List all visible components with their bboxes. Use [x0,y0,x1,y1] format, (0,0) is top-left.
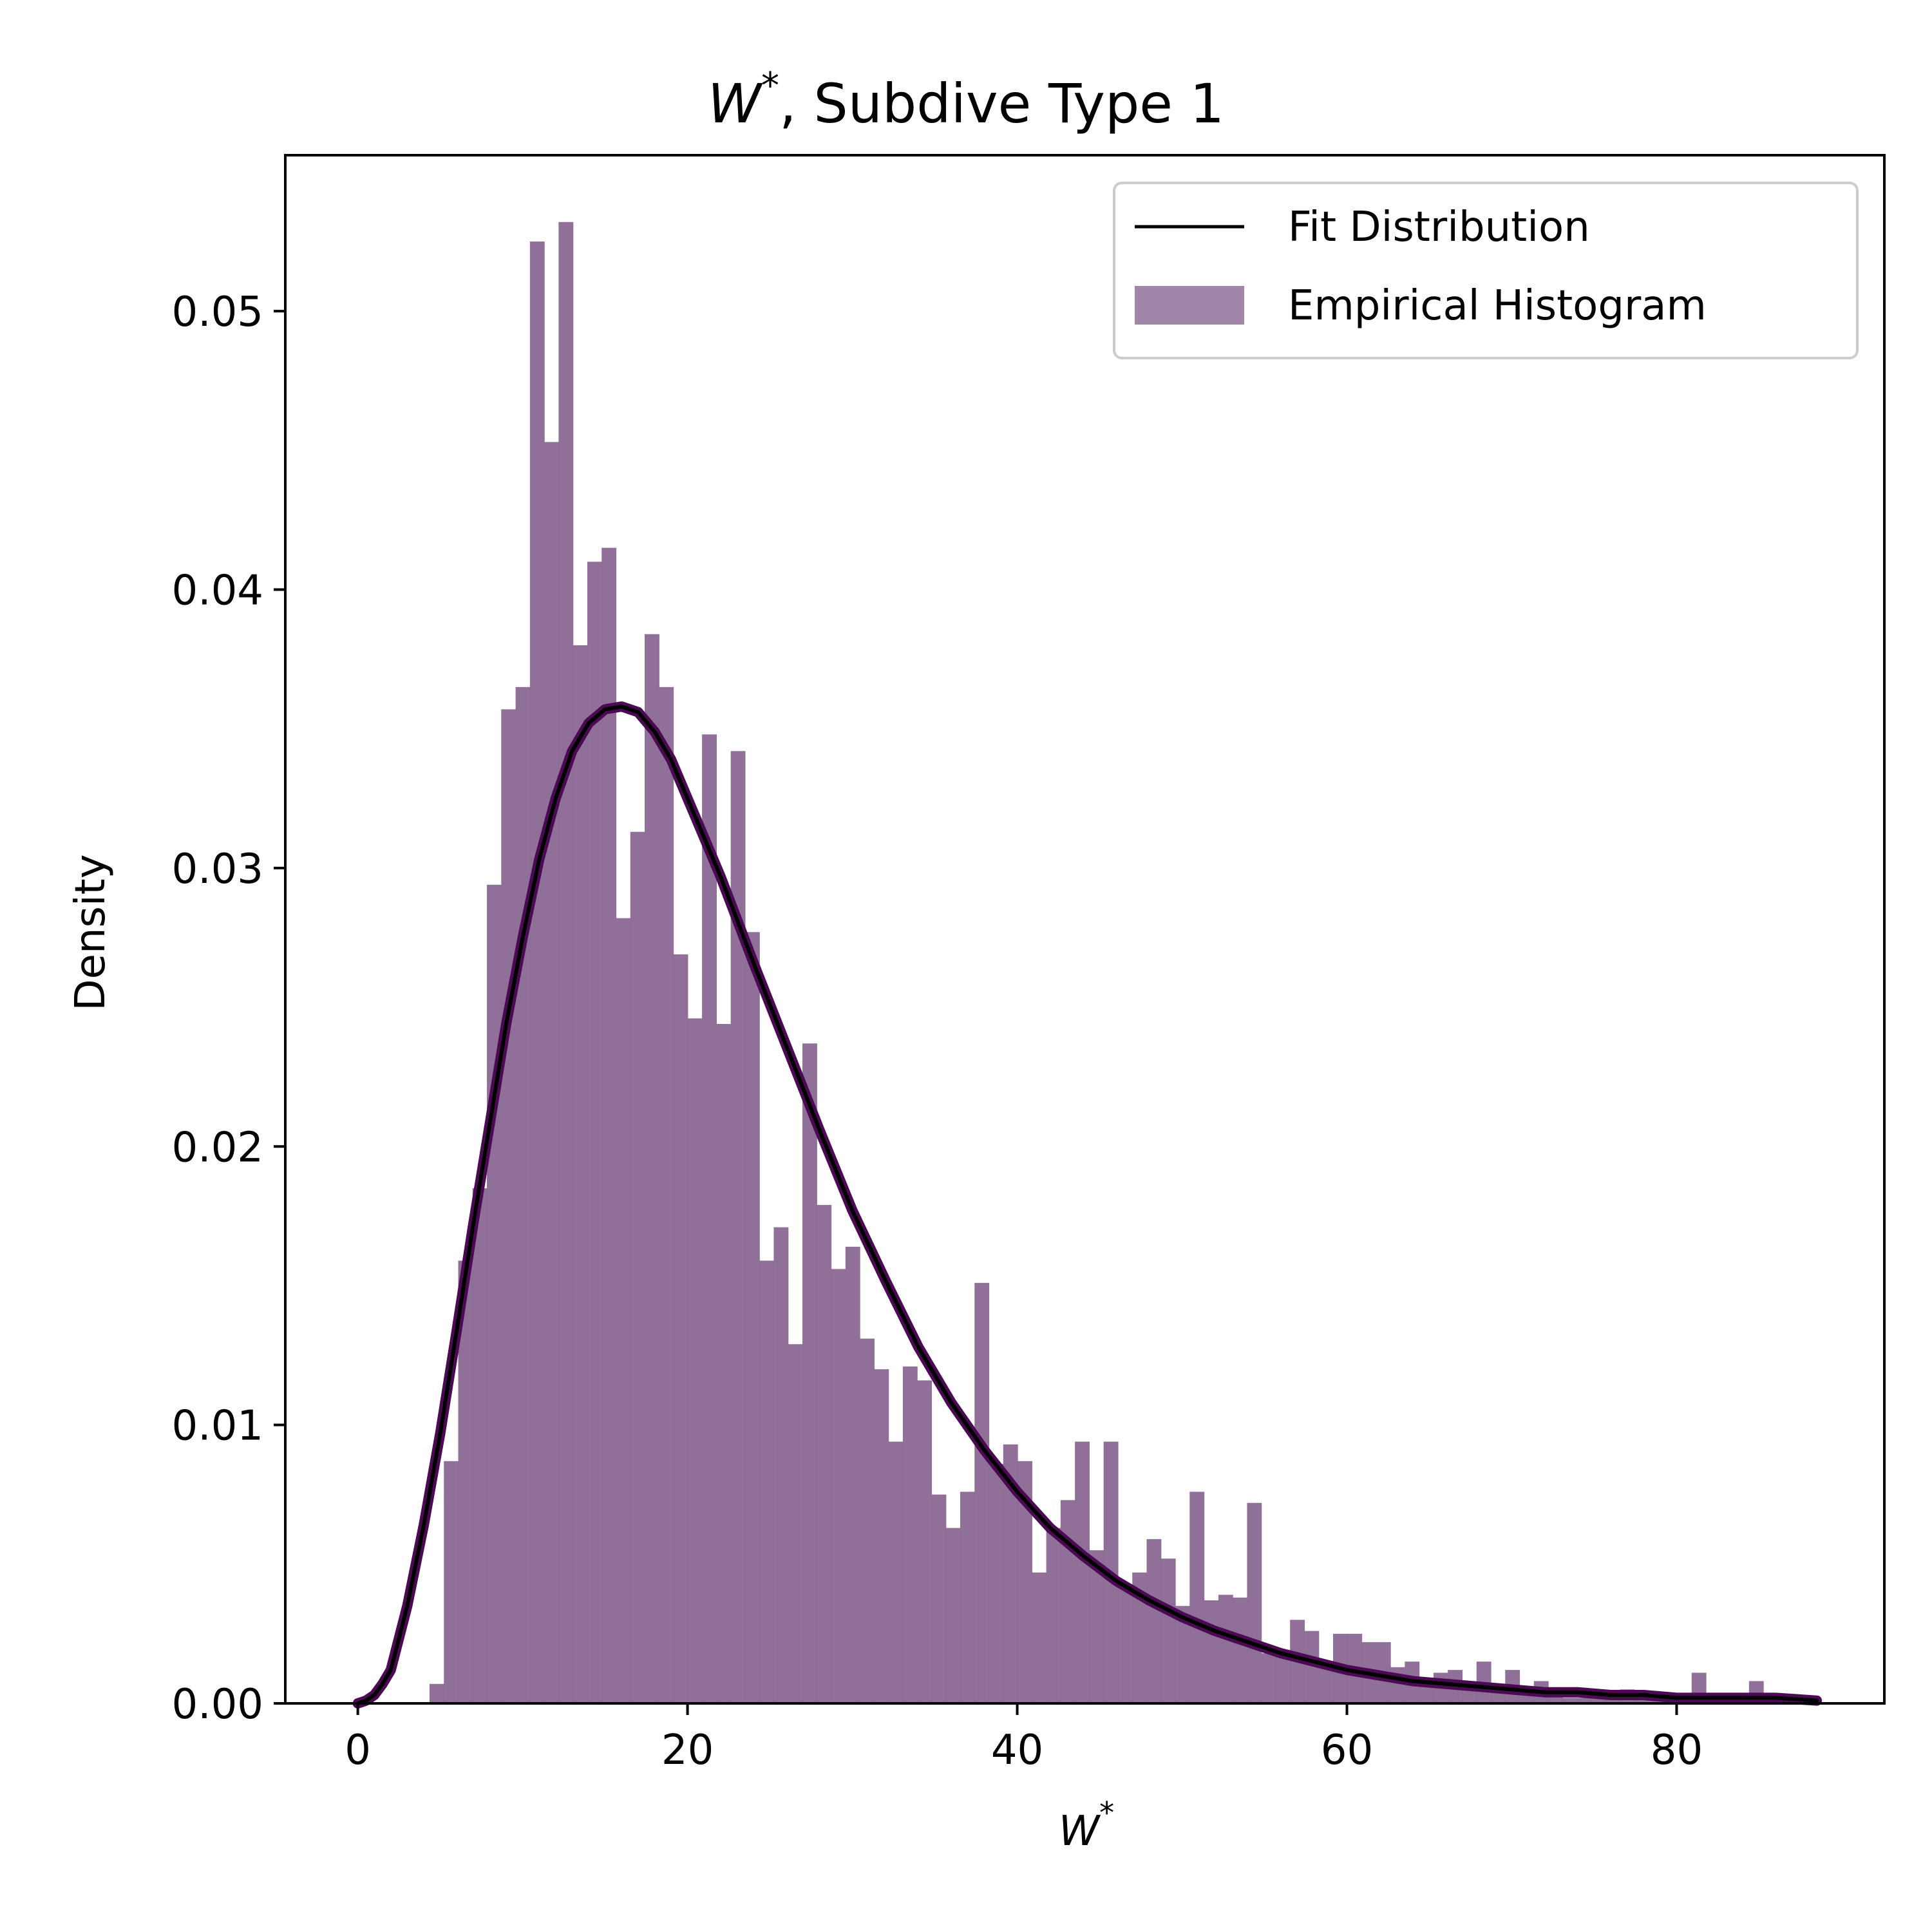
title-symbol: W [708,72,763,135]
histogram-bar [788,1344,803,1703]
y-tick-label: 0.05 [172,289,264,336]
histogram-bar [529,242,545,1703]
title-text: , Subdive Type 1 [779,72,1224,135]
histogram-bar [1204,1600,1219,1703]
y-axis-ticks: 0.00 0.01 0.02 0.03 0.04 0.05 [172,289,285,1728]
y-tick-label: 0.04 [172,567,264,615]
histogram-bar [917,1380,933,1703]
title-superscript: * [761,65,779,107]
histogram-bar [544,442,560,1703]
histogram-bar [831,1269,846,1703]
histogram-bar [1046,1528,1061,1703]
histogram-bar [1605,1698,1621,1703]
axes-frame [284,154,1886,1705]
histogram-bar [817,1205,832,1703]
histogram-bar [1089,1550,1104,1703]
histogram-bar [1160,1558,1176,1703]
histogram-bar [874,1369,889,1703]
x-axis-ticks: 0 20 40 60 80 [345,1703,1703,1774]
histogram-bar [444,1461,459,1703]
chart-title: W*, Subdive Type 1 [708,65,1224,135]
histogram-bar [802,1043,817,1703]
x-tick-label: 0 [345,1727,371,1774]
y-tick-label: 0.02 [172,1124,264,1171]
histogram-bar [458,1260,473,1703]
x-axis-label: W* [1059,1795,1114,1855]
histogram-bar [1132,1572,1148,1703]
histogram-bar [1247,1502,1262,1703]
histogram-bar [1003,1444,1018,1703]
histogram-bar [1304,1631,1320,1703]
histogram-bar [1634,1698,1649,1703]
histogram-bar [487,884,502,1703]
histogram-bar [960,1492,975,1703]
y-tick-label: 0.00 [172,1681,264,1728]
histogram-bar [902,1366,918,1703]
legend: Fit Distribution Empirical Histogram [1113,182,1859,359]
histogram-bar [630,831,645,1703]
histogram-bar [1577,1698,1592,1703]
x-tick-label: 40 [991,1727,1043,1774]
legend-label-histogram: Empirical Histogram [1288,282,1707,330]
histogram-bar [931,1494,947,1703]
legend-patch-swatch [1135,286,1244,325]
histogram-bar [616,918,631,1703]
histogram-bar [716,1024,732,1703]
legend-label-fit: Fit Distribution [1288,204,1590,251]
fit-distribution-line [352,701,1823,1709]
x-tick-label: 20 [661,1727,714,1774]
histogram-bar [1275,1656,1291,1703]
histogram-bar [1060,1500,1075,1703]
histogram-bar [601,547,617,1703]
histogram-bar [759,1260,775,1703]
histogram-bar [1189,1492,1205,1703]
histogram-bar [1261,1653,1276,1703]
histogram-bar [573,645,588,1703]
histogram-bar [1562,1698,1578,1703]
histogram-bar [773,1227,789,1703]
histogram-bar [974,1283,990,1703]
x-axis-label-superscript: * [1099,1795,1114,1830]
histogram-bar [845,1246,860,1703]
histogram-bar [888,1441,904,1703]
plot-area [352,222,1823,1709]
histogram-bar [1233,1597,1247,1703]
fit-line-path [355,705,1819,1705]
y-axis-label: Density [67,854,115,1010]
histogram-bar [673,954,688,1703]
histogram-bar [1018,1461,1032,1703]
histogram-bar [730,751,746,1703]
histogram-bar [1075,1441,1090,1703]
histogram-bar [744,932,760,1703]
y-tick-label: 0.01 [172,1403,264,1450]
histogram-bar [702,734,717,1703]
histogram-bar [645,634,659,1704]
histogram-bar [945,1528,961,1703]
x-tick-label: 80 [1651,1727,1703,1774]
histogram-bar [587,562,602,1703]
histogram-bar [515,687,531,1703]
histogram-bar [860,1338,875,1703]
histogram-bar [687,1018,703,1703]
histogram-bar [429,1683,444,1703]
x-axis-label-symbol: W [1059,1808,1101,1855]
histogram-bar [1032,1572,1047,1703]
histogram-bar [1117,1586,1133,1703]
histogram-bar [501,709,516,1703]
histogram-bar [989,1464,1004,1703]
x-tick-label: 60 [1321,1727,1373,1774]
histogram-bar [1175,1605,1190,1703]
histogram-bar [558,222,574,1703]
histogram-bar [1591,1698,1606,1703]
histogram-bar [659,687,674,1703]
histogram-bar [1218,1595,1233,1703]
histogram-bar [1318,1664,1334,1703]
y-tick-label: 0.03 [172,846,264,893]
legend-box [1113,182,1859,359]
histogram-bar [472,1188,488,1703]
histogram-bar [1146,1539,1162,1703]
